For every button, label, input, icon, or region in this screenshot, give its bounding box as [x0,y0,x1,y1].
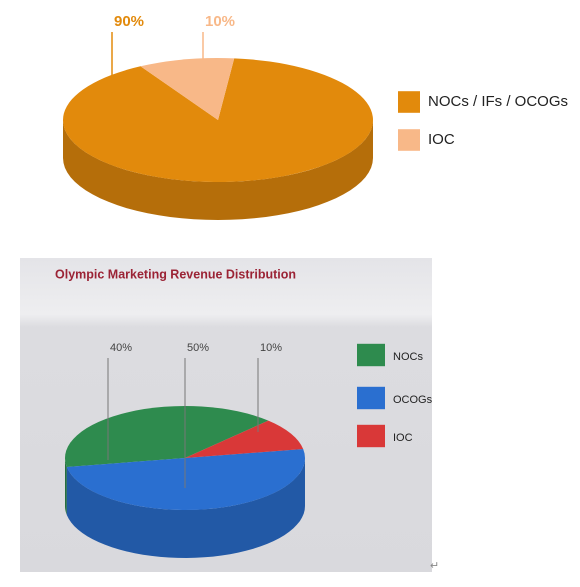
chart-title: Olympic Marketing Revenue Distribution [55,267,296,281]
value-label: 90% [114,13,144,30]
pie-side [66,458,305,558]
value-label: 10% [205,13,235,30]
legend-swatch [398,91,420,113]
value-label: 40% [110,342,132,354]
pie-slice [185,420,304,458]
pie-slice [140,58,235,120]
legend-swatch [357,343,385,367]
value-label: 10% [260,342,282,354]
legend-label: IOC [428,131,455,148]
pie-slice [65,406,269,468]
legend-swatch [398,129,420,151]
pie-slice [66,448,306,511]
legend-label: IOC [393,432,413,444]
pie-side [65,458,67,515]
legend-label: NOCs / IFs / OCOGs [428,93,568,110]
paragraph-mark: ↵ [430,560,439,572]
legend-label: OCOGs [393,394,433,406]
value-label: 50% [187,342,209,354]
legend-label: NOCs [393,351,423,363]
legend-swatch [357,424,385,448]
pie-side [63,120,373,220]
legend-swatch [357,386,385,410]
pie-slice [63,58,373,182]
